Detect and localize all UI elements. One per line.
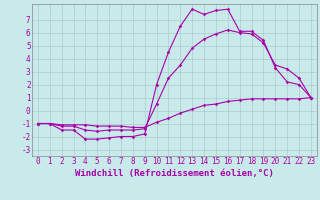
X-axis label: Windchill (Refroidissement éolien,°C): Windchill (Refroidissement éolien,°C) xyxy=(75,169,274,178)
